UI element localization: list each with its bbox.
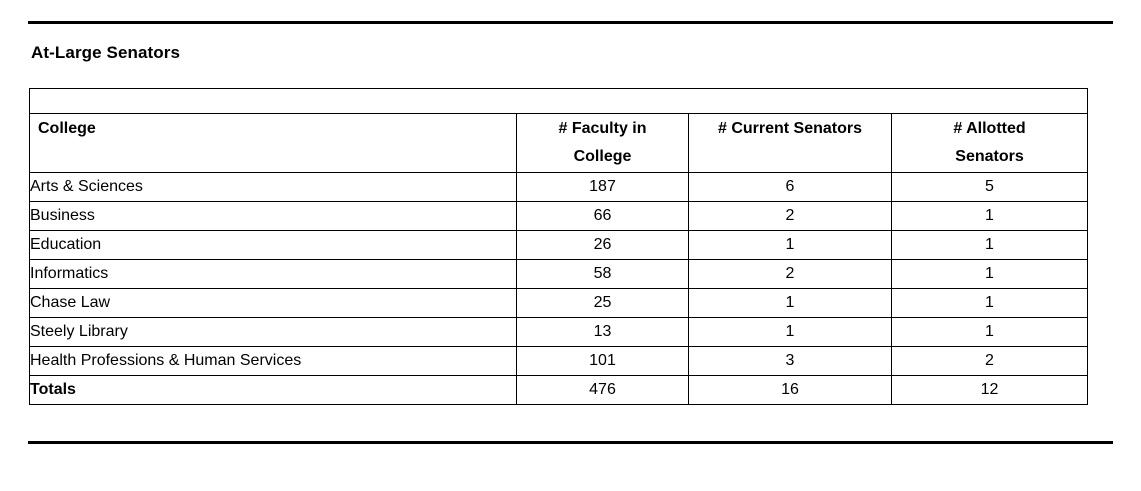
- current-senators-cell: 6: [688, 172, 892, 202]
- faculty-count-cell: 66: [516, 201, 689, 231]
- totals-label: Totals: [29, 375, 517, 405]
- allotted-senators-cell: 1: [891, 201, 1088, 231]
- totals-current-senators-value: 16: [688, 375, 892, 405]
- table-row: Arts & Sciences 187 6 5: [29, 172, 1088, 202]
- table-header-row: College # Faculty in College # Current S…: [29, 113, 1088, 173]
- allotted-senators-cell: 1: [891, 288, 1088, 318]
- table-row: Informatics 58 2 1: [29, 259, 1088, 289]
- column-header-current-senators: # Current Senators: [688, 113, 892, 173]
- allotted-senators-cell: 1: [891, 230, 1088, 260]
- faculty-count-cell: 13: [516, 317, 689, 347]
- current-senators-cell: 3: [688, 346, 892, 376]
- column-header-allotted-senators: # Allotted Senators: [891, 113, 1088, 173]
- table-row: Education 26 1 1: [29, 230, 1088, 260]
- current-senators-cell: 1: [688, 230, 892, 260]
- at-large-senators-table: College # Faculty in College # Current S…: [29, 88, 1088, 405]
- college-name-cell: Arts & Sciences: [29, 172, 517, 202]
- college-name-cell: Business: [29, 201, 517, 231]
- column-header-faculty-in-college: # Faculty in College: [516, 113, 689, 173]
- college-name-cell: Steely Library: [29, 317, 517, 347]
- table-row: Health Professions & Human Services 101 …: [29, 346, 1088, 376]
- top-horizontal-rule: [28, 21, 1113, 24]
- college-name-cell: Health Professions & Human Services: [29, 346, 517, 376]
- table-row: Chase Law 25 1 1: [29, 288, 1088, 318]
- faculty-count-cell: 187: [516, 172, 689, 202]
- totals-row: Totals 476 16 12: [29, 375, 1088, 405]
- totals-faculty-value: 476: [516, 375, 689, 405]
- allotted-senators-cell: 2: [891, 346, 1088, 376]
- allotted-senators-cell: 5: [891, 172, 1088, 202]
- faculty-count-cell: 26: [516, 230, 689, 260]
- faculty-count-cell: 25: [516, 288, 689, 318]
- college-name-cell: Informatics: [29, 259, 517, 289]
- current-senators-cell: 1: [688, 317, 892, 347]
- current-senators-cell: 2: [688, 201, 892, 231]
- faculty-count-cell: 101: [516, 346, 689, 376]
- table-row: Business 66 2 1: [29, 201, 1088, 231]
- column-header-college: College: [29, 113, 517, 173]
- college-name-cell: Education: [29, 230, 517, 260]
- allotted-senators-cell: 1: [891, 317, 1088, 347]
- faculty-count-cell: 58: [516, 259, 689, 289]
- current-senators-cell: 2: [688, 259, 892, 289]
- table-body: College # Faculty in College # Current S…: [29, 88, 1088, 405]
- bottom-horizontal-rule: [28, 441, 1113, 444]
- college-name-cell: Chase Law: [29, 288, 517, 318]
- totals-allotted-senators-value: 12: [891, 375, 1088, 405]
- allotted-senators-cell: 1: [891, 259, 1088, 289]
- table-spacer-row: [29, 88, 1088, 114]
- section-title: At-Large Senators: [31, 43, 181, 62]
- spacer-cell: [29, 88, 1088, 114]
- table-row: Steely Library 13 1 1: [29, 317, 1088, 347]
- current-senators-cell: 1: [688, 288, 892, 318]
